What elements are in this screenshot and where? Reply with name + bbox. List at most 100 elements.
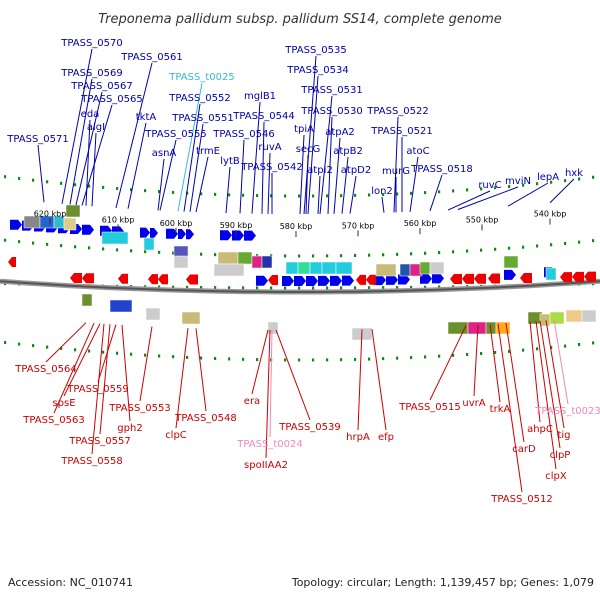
top-gene-label: TPASS_0530 — [300, 106, 362, 117]
bottom-leader-line — [553, 319, 569, 405]
top-gene-label: tpiA — [294, 124, 314, 135]
bottom-tick — [116, 351, 119, 355]
top-leader-line — [177, 82, 203, 212]
bottom-gene-label: TPASS_t0023 — [534, 406, 600, 417]
bottom-tick — [74, 348, 77, 352]
feature-block — [237, 251, 253, 265]
top-tick — [508, 184, 511, 188]
top-inner-tick — [536, 244, 539, 248]
feature-block — [375, 263, 397, 277]
top-leader-line — [349, 175, 357, 214]
top-gene-label: secG — [296, 144, 321, 155]
reverse-gene-arrow — [268, 274, 278, 285]
feature-block — [261, 255, 273, 269]
top-gene-label: atpI2 — [307, 165, 333, 176]
map-title: Treponema pallidum subsp. pallidum SS14,… — [98, 12, 502, 27]
bottom-tick — [46, 345, 49, 349]
bottom-tick — [424, 355, 427, 359]
top-inner-tick — [410, 252, 413, 256]
feature-block — [419, 261, 431, 275]
forward-gene-arrow — [420, 273, 432, 284]
feature-block — [65, 204, 81, 218]
bottom-tick — [564, 344, 567, 348]
top-tick — [18, 177, 21, 181]
top-gene-label: murG — [382, 166, 410, 177]
bottom-gene-label: carD — [512, 444, 536, 455]
reverse-gene-arrow — [474, 273, 486, 284]
top-inner-tick — [354, 253, 357, 257]
bottom-inner-tick — [410, 285, 413, 289]
top-inner-tick — [130, 249, 133, 253]
forward-gene-arrow — [232, 230, 244, 241]
forward-gene-arrow — [342, 275, 354, 286]
kbp-label: 600 kbp — [160, 219, 193, 228]
bottom-gene-label: efp — [378, 432, 394, 443]
backbone-layer — [0, 278, 600, 295]
forward-gene-arrow — [140, 227, 150, 238]
top-inner-tick — [592, 239, 595, 243]
feature-block — [581, 309, 597, 323]
top-gene-label: TPASS_0534 — [286, 65, 348, 76]
forward-gene-arrow — [294, 276, 306, 286]
top-tick — [214, 192, 217, 196]
bottom-gene-label: gph2 — [117, 423, 142, 434]
bottom-leader-line — [45, 322, 87, 363]
top-inner-tick — [494, 247, 497, 251]
bottom-leader-line — [489, 324, 501, 403]
reverse-gene-arrow — [118, 273, 128, 284]
reverse-gene-arrow — [82, 273, 94, 284]
bottom-tick — [592, 341, 595, 345]
bottom-tick — [298, 358, 301, 362]
top-gene-label: tktA — [136, 112, 157, 123]
kbp-label: 570 kbp — [342, 221, 375, 230]
top-inner-tick — [172, 251, 175, 255]
forward-gene-arrow — [178, 229, 186, 240]
forward-gene-arrow — [282, 275, 294, 286]
top-gene-label: asnA — [152, 148, 177, 159]
tick-layer — [4, 175, 595, 362]
reverse-gene-arrow — [584, 271, 596, 282]
top-tick — [494, 186, 497, 190]
top-tick — [564, 179, 567, 183]
top-inner-tick — [522, 245, 525, 249]
bottom-leader-line — [121, 324, 131, 422]
top-gene-label: atoC — [406, 146, 429, 157]
top-tick — [536, 182, 539, 186]
bottom-inner-tick — [200, 286, 203, 289]
bottom-tick — [158, 354, 161, 358]
top-gene-label: TPASS_0531 — [300, 85, 362, 96]
top-gene-label: TPASS_0544 — [232, 111, 294, 122]
top-inner-tick — [18, 240, 21, 244]
bottom-tick — [508, 349, 511, 353]
bottom-leader-line — [529, 321, 541, 423]
top-tick — [102, 185, 105, 189]
top-leader-line — [317, 175, 321, 214]
feature-block — [285, 261, 299, 275]
top-inner-tick — [438, 251, 441, 255]
forward-gene-arrow — [386, 274, 398, 285]
feature-block — [213, 263, 245, 277]
bottom-tick — [60, 346, 63, 350]
feature-block — [101, 231, 129, 245]
reverse-gene-arrow — [158, 274, 168, 285]
reverse-gene-arrow — [366, 274, 376, 285]
top-tick — [144, 189, 147, 193]
top-leader-line — [409, 156, 419, 212]
bottom-gene-label: spoIIAA2 — [244, 460, 288, 471]
feature-block — [549, 311, 565, 325]
top-leader-line — [429, 174, 443, 212]
top-tick — [382, 193, 385, 197]
feature-block — [217, 251, 239, 265]
bottom-tick — [536, 347, 539, 351]
bottom-tick — [578, 343, 581, 347]
top-gene-label: TPASS_0565 — [80, 94, 142, 105]
top-tick — [130, 188, 133, 192]
forward-gene-arrow — [504, 269, 516, 280]
top-leader-line — [183, 103, 201, 212]
top-inner-tick — [144, 250, 147, 254]
top-inner-tick — [256, 254, 259, 258]
top-leader-line — [85, 119, 91, 206]
top-inner-tick — [312, 254, 315, 258]
bottom-tick — [438, 354, 441, 358]
